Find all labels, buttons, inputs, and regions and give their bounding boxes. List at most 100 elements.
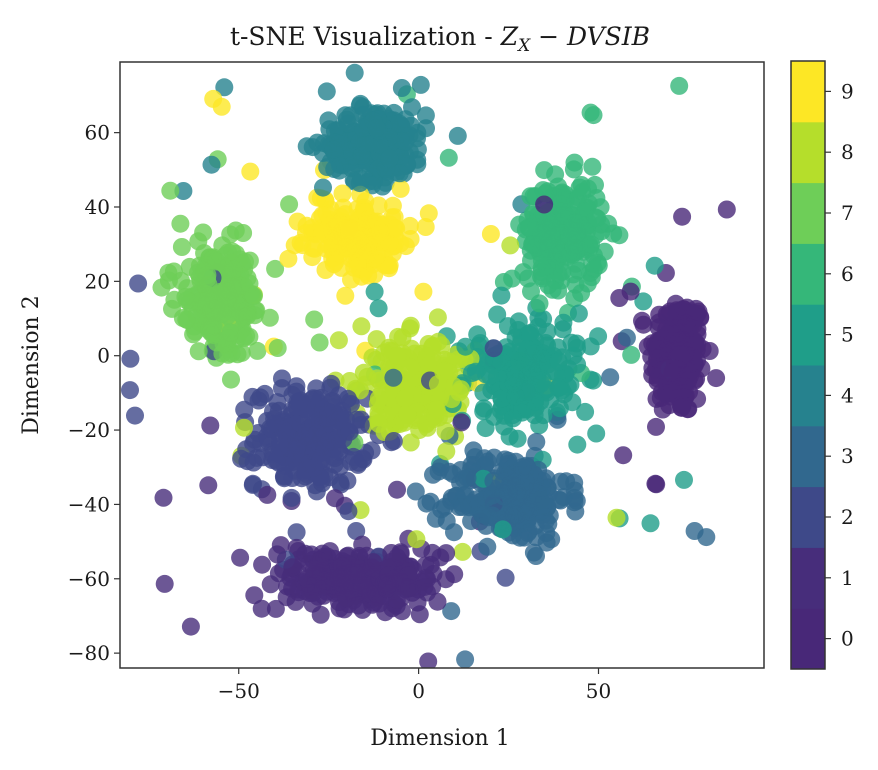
scatter-point <box>266 259 285 278</box>
scatter-point <box>543 280 562 299</box>
scatter-point <box>172 238 191 256</box>
scatter-point <box>297 137 316 156</box>
scatter-point <box>601 368 620 387</box>
scatter-point <box>428 308 447 327</box>
scatter-point <box>154 488 173 507</box>
scatter-point <box>480 366 499 385</box>
scatter-point <box>174 182 193 200</box>
scatter-point <box>500 427 519 446</box>
scatter-point <box>268 545 287 564</box>
scatter-point <box>314 178 332 197</box>
y-tick-label: −60 <box>68 567 110 591</box>
scatter-point <box>659 325 678 344</box>
scatter-point <box>347 522 366 540</box>
scatter-point <box>330 411 348 430</box>
scatter-point <box>537 257 556 276</box>
scatter-point <box>296 544 315 563</box>
scatter-point <box>232 449 251 468</box>
scatter-point <box>297 460 315 479</box>
scatter-point <box>607 508 626 527</box>
scatter-point <box>274 420 293 439</box>
scatter-point <box>566 222 585 240</box>
scatter-point <box>282 488 301 507</box>
scatter-point <box>326 489 344 508</box>
scatter-point <box>428 592 447 611</box>
scatter-point <box>388 480 406 499</box>
colorbar-segment <box>791 486 825 548</box>
scatter-point <box>341 452 360 471</box>
colorbar-tick-label: 4 <box>841 383 854 407</box>
scatter-point <box>287 398 306 417</box>
scatter-point <box>634 292 653 311</box>
scatter-point <box>496 568 515 587</box>
scatter-point <box>411 75 430 94</box>
scatter-points <box>80 63 736 668</box>
scatter-point <box>576 402 595 421</box>
y-axis: −80 −60 −40 −20 0 20 40 60 <box>68 121 120 665</box>
scatter-point <box>634 315 653 334</box>
scatter-point <box>260 308 279 327</box>
scatter-point <box>513 403 532 422</box>
scatter-point <box>191 295 210 313</box>
scatter-point <box>318 158 337 177</box>
scatter-point <box>673 207 692 226</box>
scatter-point <box>406 482 425 501</box>
colorbar-tick-label: 1 <box>841 566 854 590</box>
scatter-point <box>280 195 299 214</box>
scatter-point <box>328 430 347 449</box>
scatter-point <box>369 389 388 408</box>
plot-frame <box>119 61 765 669</box>
scatter-point <box>80 337 98 355</box>
scatter-point <box>685 371 704 390</box>
scatter-point <box>380 149 399 168</box>
scatter-point <box>551 472 570 491</box>
scatter-point <box>287 523 306 542</box>
colorbar-tick-label: 6 <box>841 262 854 286</box>
scatter-point <box>368 212 387 231</box>
scatter-point <box>414 282 433 301</box>
y-tick-label: 60 <box>85 121 110 145</box>
scatter-point <box>354 363 373 382</box>
scatter-point <box>453 542 472 561</box>
scatter-point <box>400 216 419 235</box>
scatter-point <box>641 514 660 533</box>
scatter-point <box>396 132 415 151</box>
scatter-point <box>338 389 357 408</box>
chart-title: t-SNE Visualization - ZX − DVSIB <box>230 22 650 56</box>
scatter-point <box>304 560 323 578</box>
scatter-point <box>462 364 481 382</box>
scatter-point <box>392 79 411 97</box>
scatter-point <box>353 600 372 619</box>
scatter-point <box>354 118 373 137</box>
scatter-point <box>155 574 174 593</box>
scatter-point <box>455 350 474 369</box>
colorbar-frame <box>790 60 826 670</box>
scatter-point <box>507 505 526 524</box>
scatter-point <box>520 465 539 484</box>
scatter-point <box>419 204 438 223</box>
scatter-point <box>311 450 330 469</box>
scatter-point <box>339 502 358 521</box>
scatter-point <box>564 346 583 365</box>
scatter-point <box>462 494 481 513</box>
scatter-point <box>275 469 294 488</box>
scatter-point <box>478 537 497 556</box>
scatter-point <box>553 320 572 339</box>
scatter-point <box>296 426 315 445</box>
scatter-point <box>336 286 355 305</box>
scatter-point <box>390 114 408 133</box>
scatter-point <box>171 214 190 233</box>
scatter-point <box>270 437 289 456</box>
scatter-point <box>638 337 657 356</box>
scatter-point <box>237 326 256 345</box>
scatter-point <box>333 184 352 203</box>
colorbar-segment <box>791 243 825 305</box>
scatter-point <box>202 155 221 174</box>
scatter-point <box>581 337 600 356</box>
scatter-point <box>498 317 517 336</box>
scatter-point <box>350 174 369 193</box>
scatter-point <box>342 270 360 289</box>
scatter-point <box>329 331 348 350</box>
scatter-point <box>177 310 196 329</box>
scatter-point <box>161 181 180 200</box>
